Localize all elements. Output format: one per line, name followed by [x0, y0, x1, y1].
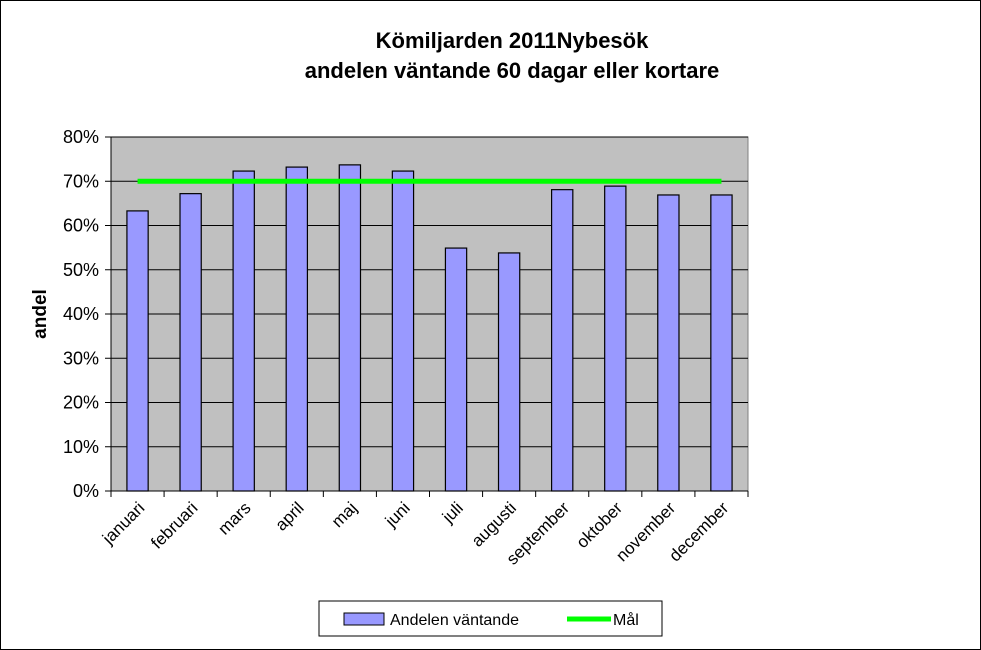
y-tick-label: 80%: [63, 127, 99, 147]
y-tick-label: 40%: [63, 304, 99, 324]
bar: [285, 166, 309, 492]
bar: [444, 247, 468, 492]
bar: [338, 164, 362, 492]
bar: [497, 252, 521, 492]
bar: [657, 194, 680, 492]
bar: [710, 194, 733, 492]
y-tick-label: 60%: [63, 216, 99, 236]
y-tick-label: 50%: [63, 260, 99, 280]
x-tick-label: juli: [438, 498, 467, 527]
chart-title-line1: Kömiljarden 2011Nybesök: [376, 28, 649, 53]
x-tick-label: april: [271, 498, 307, 534]
y-tick-label: 70%: [63, 171, 99, 191]
bar: [232, 170, 255, 492]
y-tick-label: 20%: [63, 393, 99, 413]
legend: Andelen väntande Mål: [318, 600, 663, 637]
y-tick-label: 10%: [63, 437, 99, 457]
plot-area: 0% 10% 20% 30% 40% 50% 60% 70% 80% januarifebruar…: [63, 127, 749, 569]
bar: [604, 185, 627, 492]
x-tick-label: juni: [381, 498, 414, 531]
bar: [126, 210, 149, 492]
legend-swatch-bar: [343, 612, 385, 626]
legend-label: Mål: [613, 611, 639, 629]
x-tick-label: augusti: [468, 498, 520, 550]
y-tick-label: 30%: [63, 348, 99, 368]
bar: [550, 189, 574, 492]
y-tick-label: 0%: [73, 481, 99, 501]
x-tick-label: februari: [147, 498, 201, 552]
y-axis-title: andel: [30, 289, 51, 339]
bar: [391, 170, 415, 492]
x-tick-label: januari: [98, 498, 148, 548]
chart-title-line2: andelen väntande 60 dagar eller kortare: [305, 58, 720, 83]
legend-label: Andelen väntande: [390, 612, 519, 629]
x-tick-label: mars: [214, 498, 254, 538]
bar: [179, 193, 202, 492]
x-tick-label: oktober: [573, 498, 627, 552]
x-tick-label: maj: [328, 498, 361, 531]
